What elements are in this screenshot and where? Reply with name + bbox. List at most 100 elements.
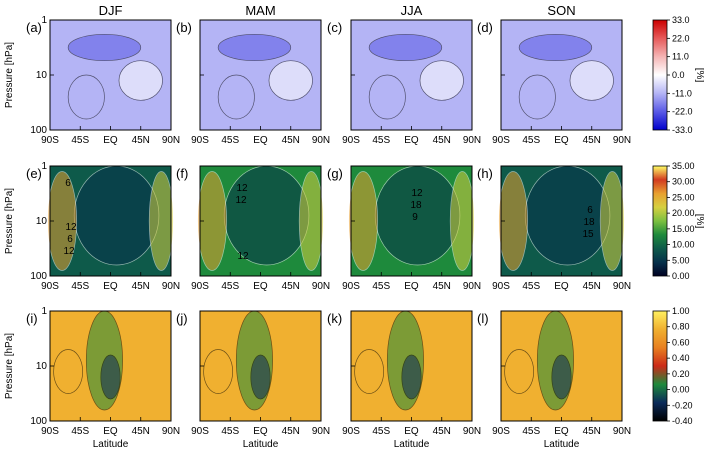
colorbar-unit: [%] <box>694 214 704 229</box>
x-tick-label: 45S <box>372 135 390 146</box>
x-axis-label: Latitude <box>243 439 279 450</box>
x-tick-label: 90N <box>463 426 481 437</box>
colorbars-group <box>652 19 670 422</box>
contour-label: 18 <box>410 200 422 211</box>
x-tick-label: 45N <box>433 426 451 437</box>
colorbar-tick-label: 0.20 <box>672 369 690 379</box>
x-axis-label: Latitude <box>544 439 580 450</box>
x-tick-label: 90S <box>342 281 360 292</box>
panel-label: (l) <box>477 311 489 326</box>
x-tick-label: 90N <box>162 426 180 437</box>
x-tick-label: 45N <box>433 135 451 146</box>
y-tick-label: 100 <box>30 416 47 427</box>
x-tick-label: 90N <box>312 426 330 437</box>
contour-region <box>518 33 593 62</box>
y-tick-label: 1 <box>41 161 47 172</box>
panel-g <box>348 165 475 277</box>
x-tick-label: 90S <box>492 135 510 146</box>
x-tick-label: 90N <box>312 281 330 292</box>
x-tick-label: 45N <box>282 281 300 292</box>
colorbar-tick-label: -0.40 <box>672 416 693 426</box>
y-tick-label: 1 <box>41 15 47 26</box>
contour-label: 9 <box>412 212 418 223</box>
colorbar-fill <box>652 310 668 422</box>
x-tick-label: 90S <box>41 426 59 437</box>
panel-label: (g) <box>327 166 343 181</box>
x-tick-label: 90N <box>463 135 481 146</box>
contour-region <box>599 171 625 271</box>
contour-region <box>118 60 163 101</box>
contour-label: 12 <box>235 195 247 206</box>
contour-region <box>401 354 422 400</box>
colorbar-tick-label: 33.0 <box>672 15 690 25</box>
x-tick-label: 45N <box>433 281 451 292</box>
x-tick-label: 90N <box>613 135 631 146</box>
contour-label: 18 <box>583 217 595 228</box>
contour-label: 12 <box>411 188 423 199</box>
x-tick-label: 90N <box>463 281 481 292</box>
contour-region <box>73 165 160 266</box>
x-axis-label: Latitude <box>394 439 430 450</box>
panels-group <box>47 19 625 422</box>
x-tick-label: 90S <box>191 135 209 146</box>
panel-c <box>350 19 473 131</box>
panel-f <box>197 165 324 277</box>
x-tick-label: EQ <box>103 426 118 437</box>
season-title-mam: MAM <box>245 3 275 18</box>
contour-region <box>368 33 443 62</box>
panel-d <box>500 19 623 131</box>
colorbar-tick-label: 0.40 <box>672 353 690 363</box>
x-tick-label: 45N <box>583 135 601 146</box>
colorbar-tick-label: -33.0 <box>672 125 693 135</box>
colorbar-2 <box>652 165 670 277</box>
x-tick-label: EQ <box>404 281 419 292</box>
x-tick-label: 45S <box>372 426 390 437</box>
contour-region <box>47 171 77 271</box>
x-tick-label: EQ <box>103 135 118 146</box>
x-tick-label: 45S <box>221 426 239 437</box>
colorbar-fill <box>652 165 668 277</box>
colorbar-unit: [%] <box>694 68 704 83</box>
y-tick-label: 10 <box>36 70 48 81</box>
panel-label: (c) <box>327 20 342 35</box>
colorbar-tick-label: 15.00 <box>672 224 695 234</box>
y-tick-label: 1 <box>41 306 47 317</box>
y-axis-label: Pressure [hPa] <box>4 188 15 254</box>
colorbar-tick-label: 0.00 <box>672 271 690 281</box>
panel-h <box>498 165 625 277</box>
x-tick-label: 90N <box>162 281 180 292</box>
colorbar-tick-label: 30.00 <box>672 177 695 187</box>
contour-region <box>368 74 406 120</box>
contour-region <box>197 171 227 271</box>
season-title-jja: JJA <box>401 3 423 18</box>
panel-label: (a) <box>26 20 42 35</box>
x-tick-label: 45S <box>522 135 540 146</box>
x-tick-label: 45N <box>132 426 150 437</box>
panel-label: (j) <box>176 311 188 326</box>
contour-region <box>569 60 614 101</box>
x-tick-label: 45N <box>583 281 601 292</box>
contour-region <box>67 33 142 62</box>
contour-region <box>203 349 234 394</box>
x-axis-label: Latitude <box>93 439 129 450</box>
contour-label: 6 <box>67 234 73 245</box>
panel-j <box>199 310 322 422</box>
colorbar-tick-label: -22.0 <box>672 107 693 117</box>
contour-region <box>518 74 556 120</box>
contour-label: 6 <box>65 178 71 189</box>
x-tick-label: 45S <box>522 426 540 437</box>
colorbar-tick-label: 25.00 <box>672 192 695 202</box>
x-tick-label: 45N <box>132 281 150 292</box>
colorbar-tick-label: 11.0 <box>672 52 689 62</box>
colorbar-tick-label: 5.00 <box>672 255 690 265</box>
contour-region <box>498 171 528 271</box>
x-tick-label: 45N <box>132 135 150 146</box>
colorbar-3 <box>652 310 670 422</box>
panel-label: (e) <box>26 166 42 181</box>
panel-label: (k) <box>327 311 342 326</box>
x-tick-label: 90N <box>613 281 631 292</box>
contour-region <box>354 349 385 394</box>
contour-label: 15 <box>582 229 594 240</box>
panel-l <box>500 310 623 422</box>
contour-region <box>67 74 105 120</box>
